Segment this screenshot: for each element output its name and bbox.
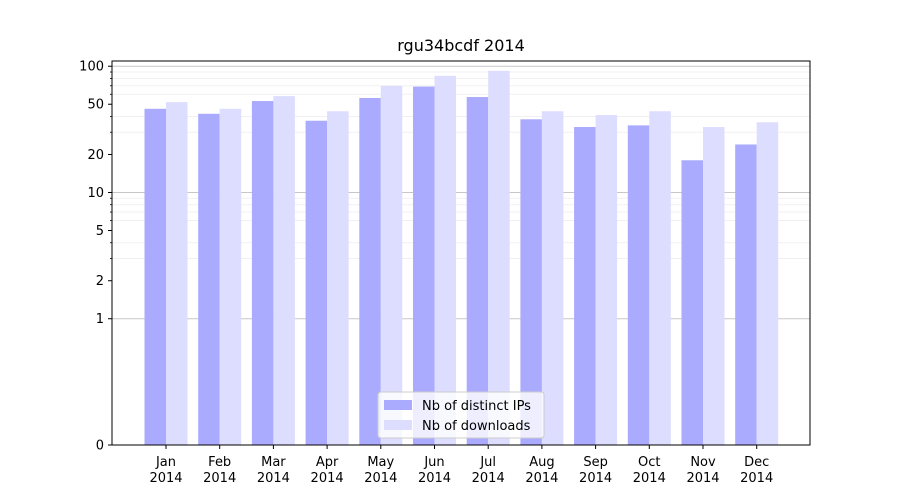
y-axis: 0 1 2 5 10 20 50 100: [79, 60, 112, 454]
x-tick-label-year: 2014: [203, 471, 236, 486]
x-tick-label-month: Oct: [638, 455, 660, 470]
bar-distinct-ips: [413, 86, 435, 445]
legend-swatch: [384, 420, 412, 430]
bar-downloads: [166, 102, 188, 445]
bar-distinct-ips: [198, 113, 220, 445]
legend-label: Nb of distinct IPs: [422, 399, 531, 414]
x-tick-label-year: 2014: [579, 471, 612, 486]
bar-downloads: [273, 96, 295, 446]
y-tick-label: 0: [96, 439, 104, 454]
y-tick-label: 100: [79, 60, 104, 75]
x-tick-label-year: 2014: [740, 471, 773, 486]
bar-distinct-ips: [466, 97, 489, 446]
x-tick-label-year: 2014: [633, 471, 666, 486]
y-tick-label: 20: [87, 148, 104, 163]
bar-downloads: [649, 111, 671, 445]
bar-downloads: [434, 75, 456, 445]
bar-downloads: [380, 85, 403, 446]
x-tick-label-year: 2014: [149, 471, 182, 486]
x-tick-label-year: 2014: [686, 471, 719, 486]
bar-downloads: [595, 115, 618, 446]
bar-distinct-ips: [144, 108, 166, 445]
x-tick-label-month: Aug: [529, 455, 554, 470]
x-tick-label-month: Dec: [744, 455, 769, 470]
bar-distinct-ips: [305, 120, 328, 446]
y-tick-label: 1: [96, 312, 104, 327]
bar-downloads: [219, 108, 242, 445]
x-tick-label-year: 2014: [418, 471, 451, 486]
bar-downloads: [541, 111, 564, 445]
bar-distinct-ips: [681, 160, 703, 446]
x-axis: Jan2014Feb2014Mar2014Apr2014May2014Jun20…: [149, 445, 773, 486]
x-tick-label-year: 2014: [257, 471, 290, 486]
bar-downloads: [488, 70, 510, 446]
x-tick-label-month: Nov: [690, 455, 716, 470]
y-tick-label: 5: [96, 224, 104, 239]
plot-frame: [111, 60, 811, 446]
x-tick-label-year: 2014: [525, 471, 558, 486]
x-tick-label-year: 2014: [311, 471, 344, 486]
bar-distinct-ips: [359, 98, 381, 446]
x-tick-label-month: Jun: [423, 455, 444, 470]
x-tick-label-month: Sep: [583, 455, 608, 470]
y-tick-label: 2: [96, 274, 104, 289]
bar-downloads: [327, 111, 349, 445]
bar-downloads: [703, 127, 725, 445]
x-tick-label-month: May: [367, 455, 394, 470]
legend-label: Nb of downloads: [422, 419, 531, 434]
legend-swatch: [384, 400, 412, 410]
x-tick-label-month: Mar: [261, 455, 286, 470]
bars: [144, 70, 779, 446]
legend: Nb of distinct IPs Nb of downloads: [377, 391, 545, 439]
x-tick-label-month: Jul: [479, 455, 496, 470]
x-tick-label-year: 2014: [472, 471, 505, 486]
x-tick-label-month: Feb: [208, 455, 231, 470]
bar-distinct-ips: [251, 101, 274, 446]
y-tick-label: 50: [87, 98, 104, 113]
x-tick-label-month: Apr: [316, 455, 339, 470]
bar-distinct-ips: [520, 119, 542, 446]
y-tick-label: 10: [87, 186, 104, 201]
chart-title: rgu34bcdf 2014: [397, 36, 525, 55]
x-tick-label-month: Jan: [155, 455, 176, 470]
bar-downloads: [756, 122, 779, 445]
legend-box: [377, 391, 545, 439]
bar-distinct-ips: [627, 125, 650, 445]
x-tick-label-year: 2014: [364, 471, 397, 486]
bar-distinct-ips: [574, 127, 596, 445]
bar-distinct-ips: [735, 144, 757, 445]
